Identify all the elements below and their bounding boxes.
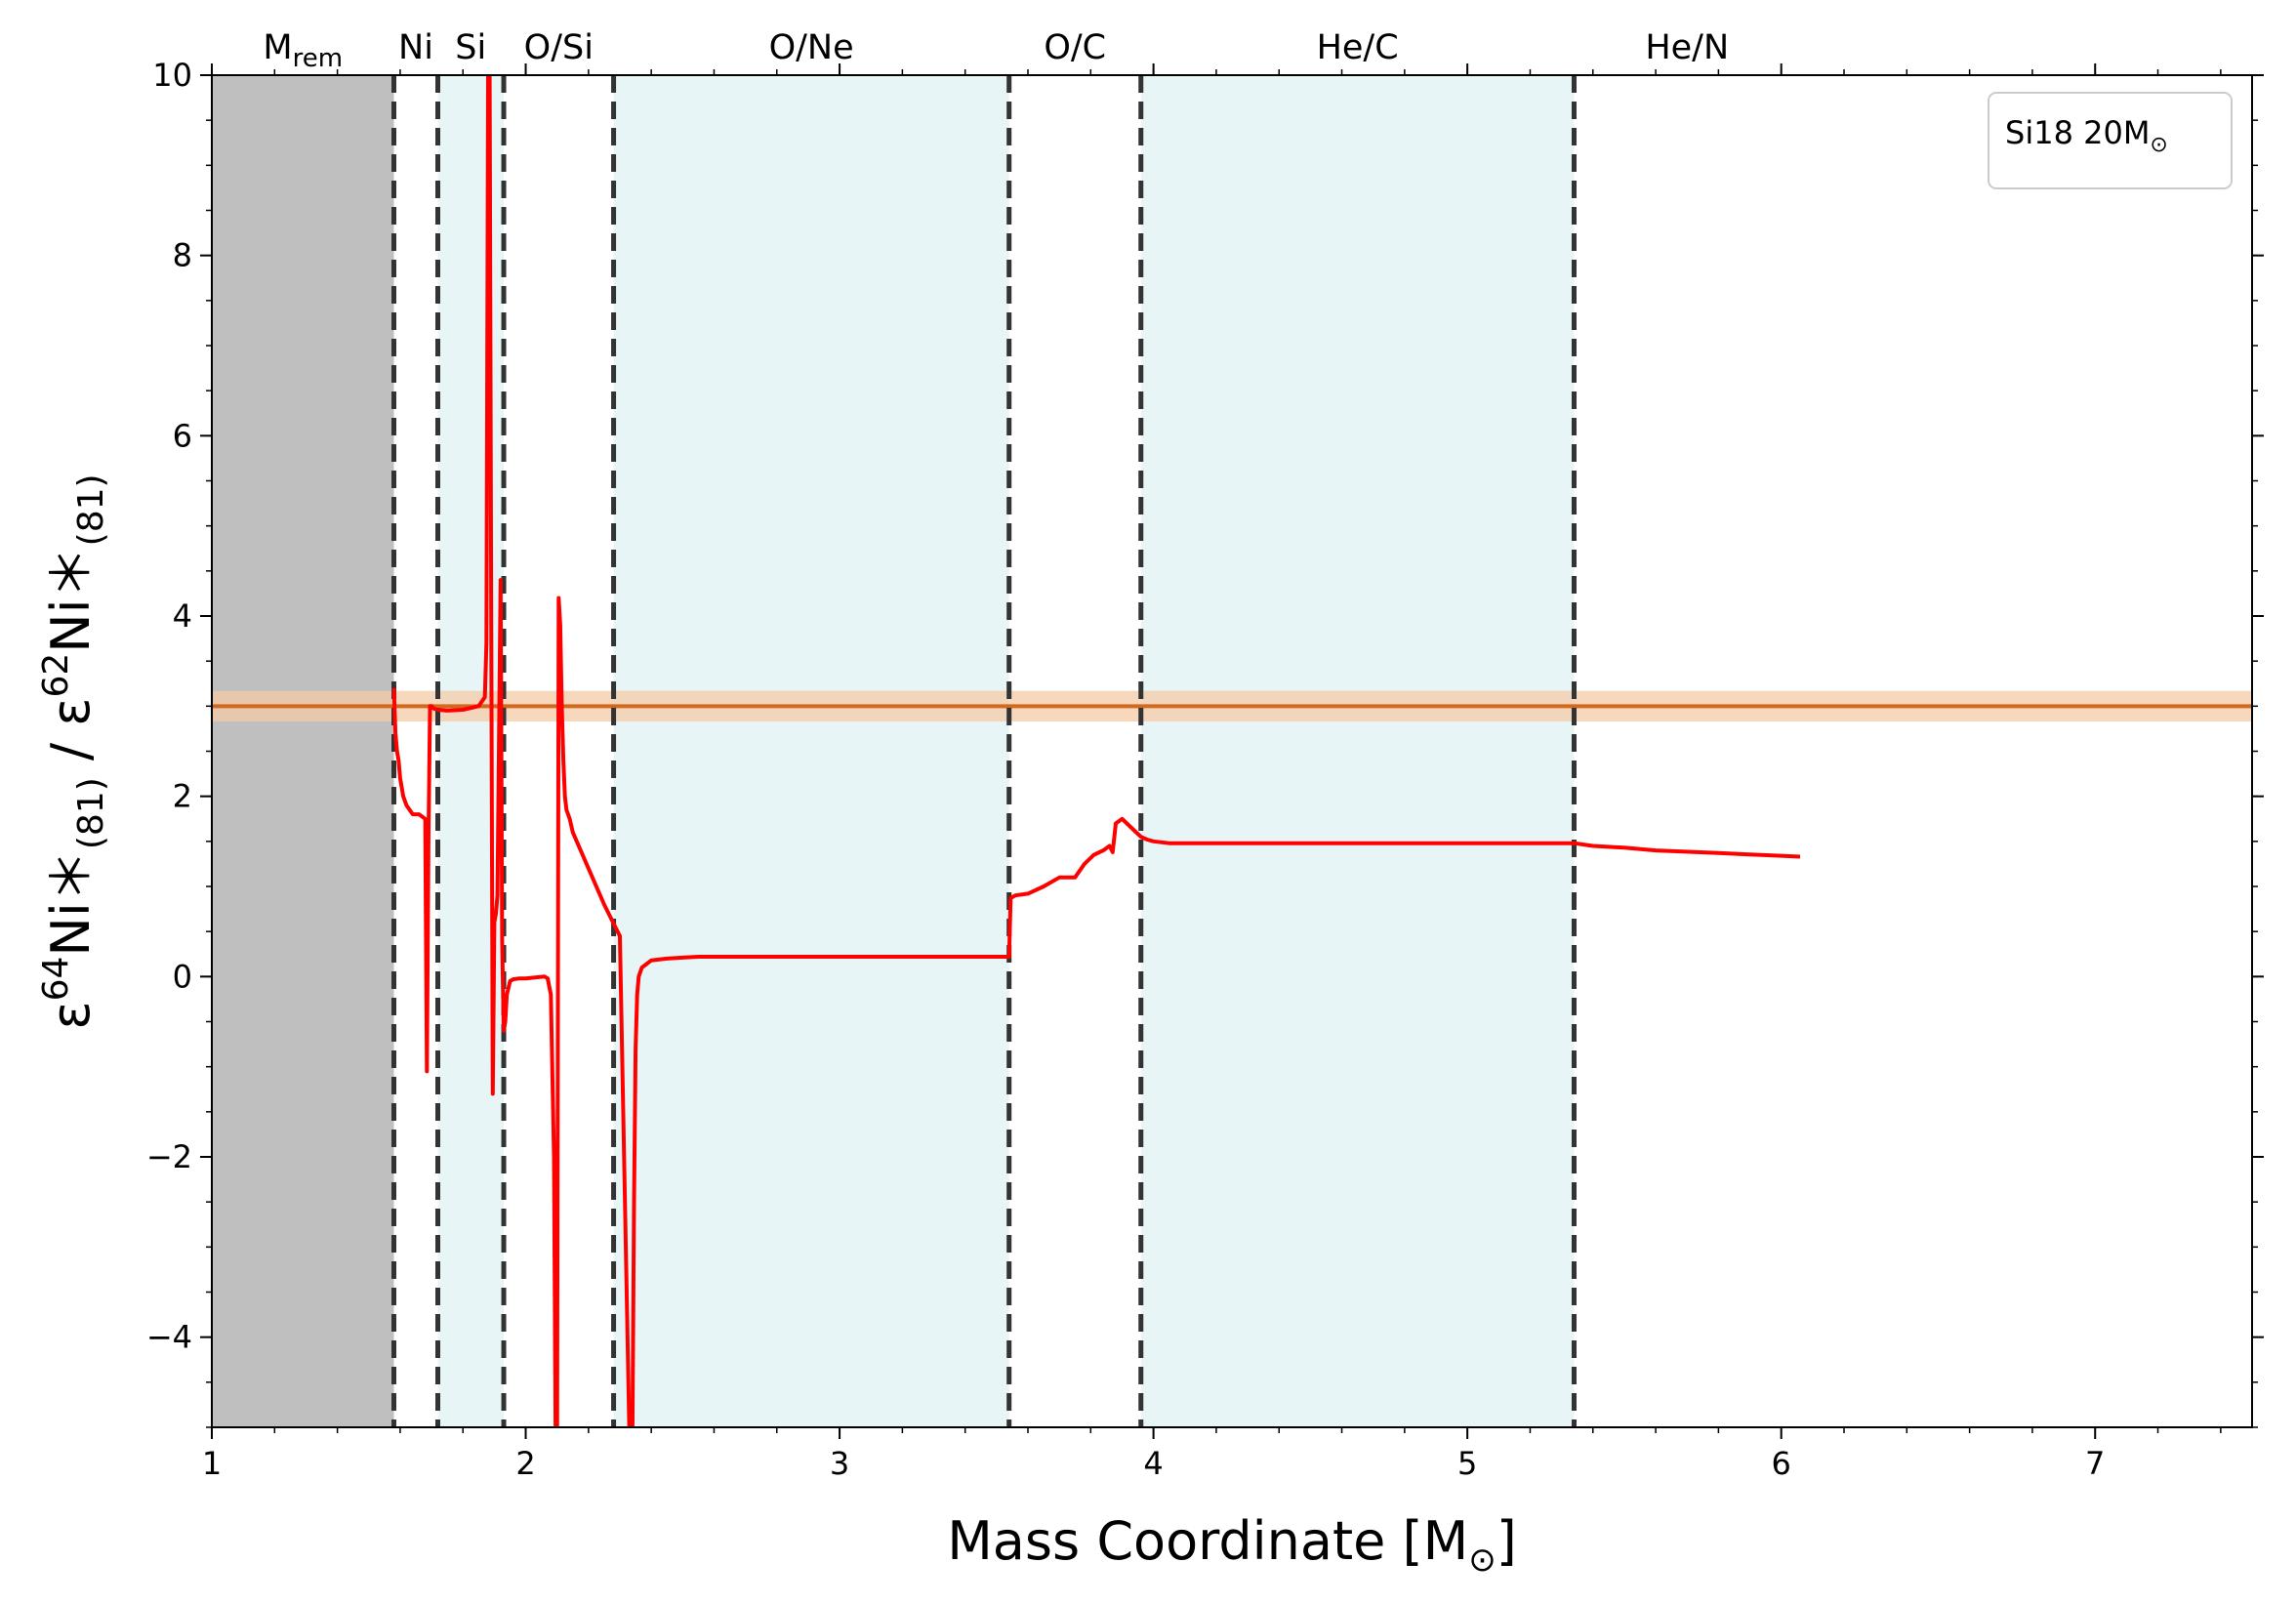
y-axis-title: ε64Ni＊(81) / ε62Ni＊(81): [36, 473, 111, 1029]
series-line: [391, 75, 1801, 1427]
legend-box: [1988, 92, 2233, 189]
y-tick-label: 10: [152, 57, 192, 94]
x-tick-label: 1: [202, 1445, 222, 1482]
zone-label: O/Si: [524, 28, 594, 67]
x-axis-title: Mass Coordinate [M⊙]: [947, 1510, 1517, 1580]
y-tick-label: −4: [146, 1319, 192, 1356]
zone-labels: Mrem Ni Si O/Si O/Ne O/C He/C He/N: [263, 28, 1729, 73]
zone-label: He/C: [1317, 28, 1399, 67]
legend: Si18 20M⊙: [1988, 92, 2233, 189]
x-tick-label: 2: [515, 1445, 535, 1482]
zone-label: O/C: [1044, 28, 1106, 67]
shaded-zone: [1140, 75, 1575, 1427]
y-tick-label: 8: [173, 237, 192, 274]
y-tick-label: 0: [173, 958, 192, 995]
shaded-zone: [437, 75, 505, 1427]
y-tick-label: 4: [173, 597, 192, 635]
zone-label: Ni: [398, 28, 433, 67]
x-tick-label: 7: [2085, 1445, 2105, 1482]
remnant-region: [212, 75, 394, 1427]
legend-label: Si18 20M⊙: [2005, 114, 2168, 157]
x-tick-label: 5: [1457, 1445, 1477, 1482]
x-tick-label: 3: [830, 1445, 849, 1482]
zone-label: He/N: [1645, 28, 1729, 67]
tick-labels: 1 2 3 4 5 6 7 −4 −2 0 2 4 6 8 10: [146, 57, 2106, 1482]
zone-label: Si: [455, 28, 486, 67]
zone-label: O/Ne: [769, 28, 854, 67]
y-tick-label: 6: [173, 417, 192, 454]
y-tick-label: 2: [173, 778, 192, 815]
reference-band: [212, 690, 2252, 722]
zone-boundaries: [390, 75, 1577, 1427]
zone-label: Mrem: [263, 28, 343, 73]
series-group: [391, 75, 1801, 1427]
x-tick-label: 4: [1143, 1445, 1163, 1482]
x-tick-label: 6: [1772, 1445, 1791, 1482]
y-tick-label: −2: [146, 1138, 192, 1175]
plot-background: [212, 75, 1575, 1427]
axis-ticks: [200, 63, 2264, 1439]
shaded-zone: [613, 75, 1009, 1427]
